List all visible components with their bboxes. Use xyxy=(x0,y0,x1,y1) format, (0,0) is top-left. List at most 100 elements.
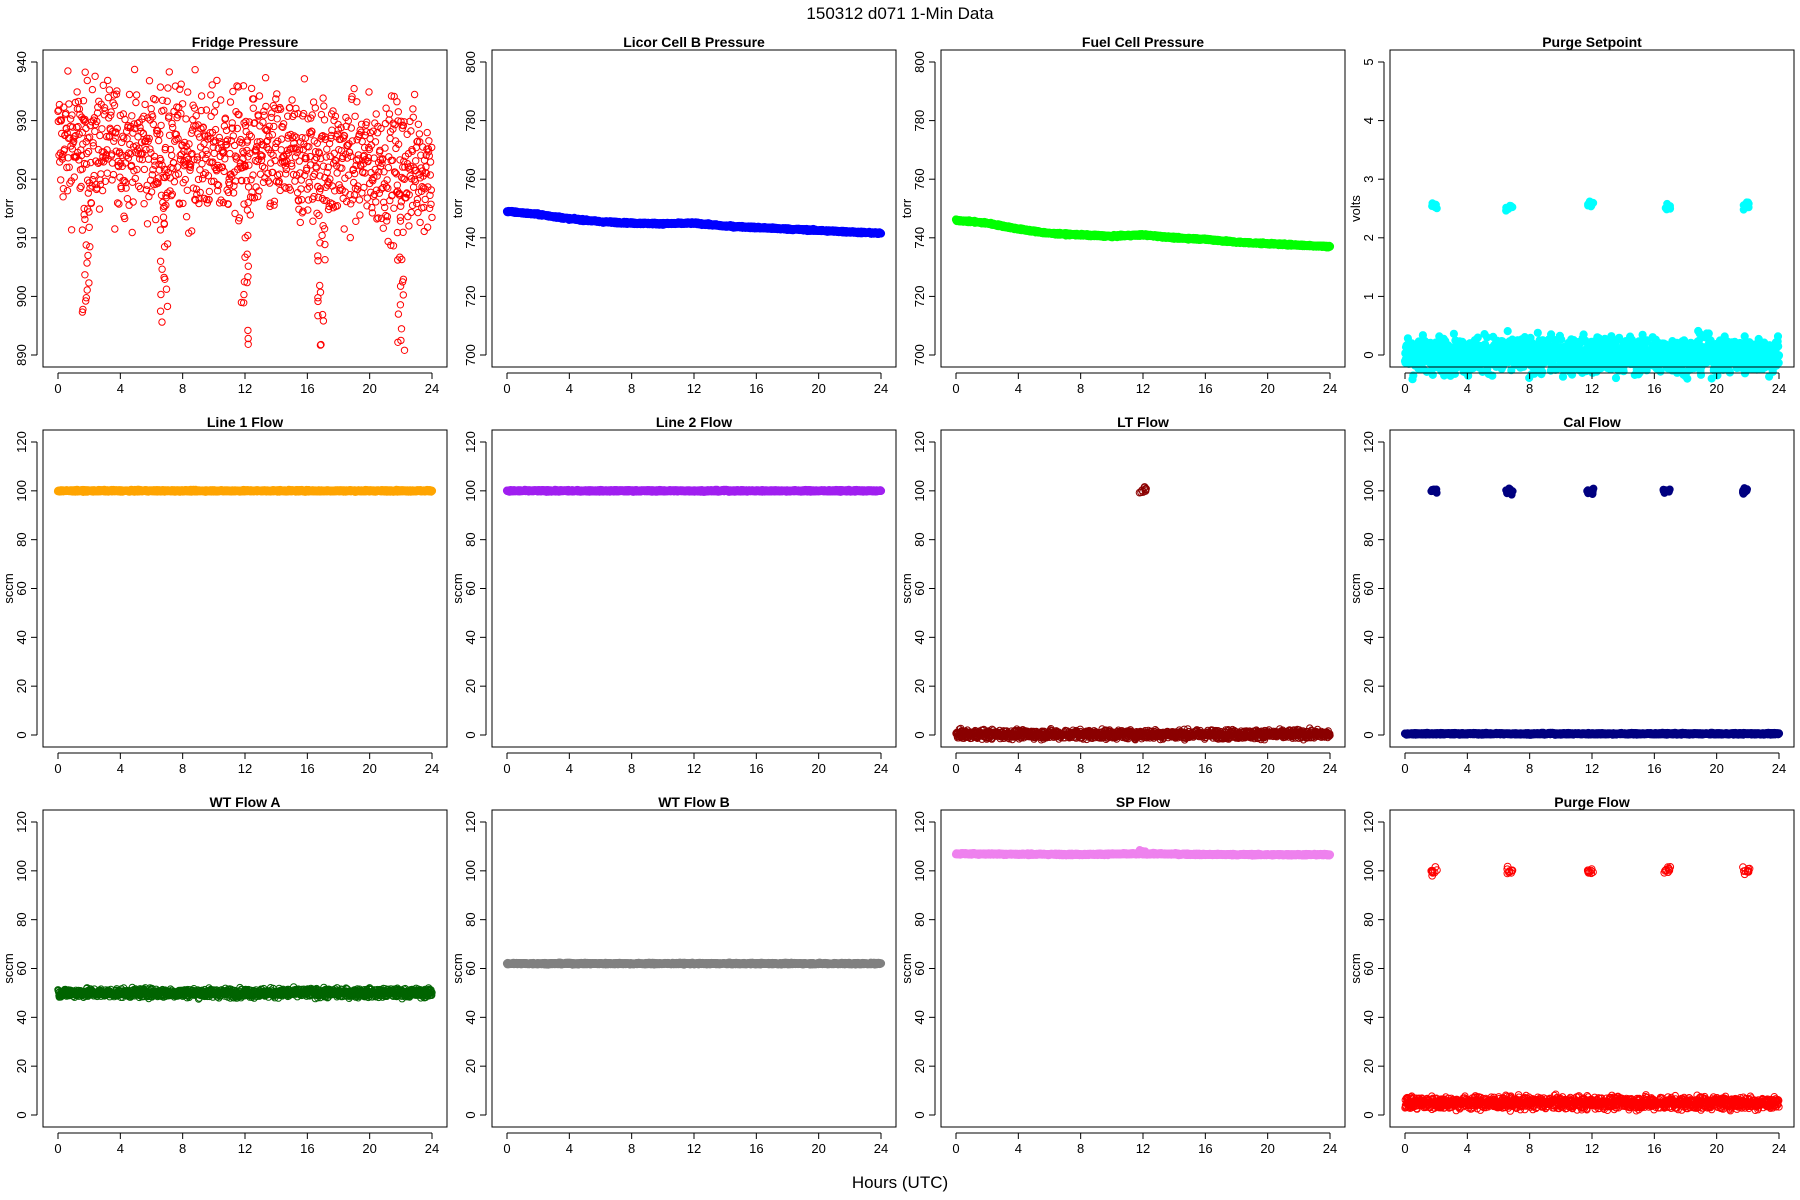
data-point xyxy=(253,157,261,166)
data-point xyxy=(305,178,313,187)
data-point xyxy=(1503,327,1512,336)
data-point xyxy=(262,102,270,111)
data-point xyxy=(111,134,119,142)
data-point xyxy=(226,98,235,106)
data-point xyxy=(231,209,239,218)
data-point xyxy=(86,243,94,251)
data-point xyxy=(223,140,231,149)
data-point xyxy=(84,147,93,156)
data-point xyxy=(131,174,140,183)
data-point xyxy=(319,317,328,325)
data-point xyxy=(177,109,185,118)
data-point xyxy=(238,139,246,147)
x-tick-label: 12 xyxy=(687,381,701,396)
data-point xyxy=(101,177,110,186)
data-point xyxy=(426,171,434,179)
x-tick-label: 0 xyxy=(952,381,959,396)
y-tick-label: 720 xyxy=(463,286,478,308)
data-point xyxy=(315,148,323,156)
data-point xyxy=(217,96,225,104)
data-point xyxy=(394,338,402,346)
data-point xyxy=(377,124,385,133)
data-point xyxy=(323,145,331,153)
data-point xyxy=(250,95,258,103)
y-axis-label: torr xyxy=(899,198,914,218)
data-point xyxy=(245,118,254,126)
data-point xyxy=(240,278,249,286)
data-point xyxy=(85,279,93,287)
data-point xyxy=(122,184,130,192)
data-point xyxy=(162,201,170,210)
data-point xyxy=(423,223,432,231)
y-tick-label: 910 xyxy=(14,227,29,249)
data-point xyxy=(59,150,67,159)
data-point xyxy=(309,217,317,225)
data-point xyxy=(74,122,82,131)
data-point xyxy=(191,66,199,74)
data-point xyxy=(74,97,83,106)
data-point xyxy=(163,97,171,105)
x-tick-label: 4 xyxy=(1015,381,1022,396)
data-point xyxy=(91,72,99,81)
data-point xyxy=(288,96,296,104)
data-point xyxy=(331,187,339,195)
x-tick-label: 8 xyxy=(628,381,635,396)
data-point xyxy=(119,132,127,141)
data-point xyxy=(244,273,252,281)
data-point xyxy=(157,156,165,165)
data-point xyxy=(207,91,215,99)
data-point xyxy=(156,226,165,234)
data-point xyxy=(368,175,376,184)
data-point xyxy=(239,82,248,90)
data-point xyxy=(112,128,120,136)
data-point xyxy=(83,259,91,267)
data-point xyxy=(293,189,302,197)
data-point xyxy=(196,188,204,197)
data-point xyxy=(82,297,90,305)
data-point xyxy=(322,153,330,161)
y-tick-label: 940 xyxy=(14,51,29,73)
data-point xyxy=(65,163,73,171)
data-point xyxy=(396,301,405,309)
data-point xyxy=(397,198,406,206)
data-point xyxy=(189,116,197,124)
data-point xyxy=(428,213,436,222)
data-point xyxy=(118,151,126,160)
data-point xyxy=(120,177,129,185)
data-point xyxy=(68,145,77,153)
x-axis: 0 4 8 12 16 20 24 xyxy=(503,372,888,396)
data-point xyxy=(398,255,406,264)
data-point xyxy=(54,107,62,116)
data-point xyxy=(296,169,304,177)
data-point xyxy=(163,302,172,311)
data-point xyxy=(344,117,352,125)
data-point xyxy=(68,111,76,119)
y-tick-label: 760 xyxy=(463,168,478,190)
data-point xyxy=(188,227,196,235)
data-point xyxy=(142,186,151,194)
data-point xyxy=(314,312,322,320)
data-point xyxy=(374,214,382,222)
data-point xyxy=(98,125,106,133)
data-point xyxy=(325,139,334,148)
data-point xyxy=(244,326,252,335)
data-point xyxy=(424,145,432,153)
data-point xyxy=(266,179,274,187)
data-point xyxy=(132,98,140,107)
data-point xyxy=(182,213,191,221)
data-point xyxy=(321,135,330,144)
data-point xyxy=(288,162,296,170)
data-point xyxy=(258,152,266,160)
data-point xyxy=(158,265,166,273)
data-point xyxy=(221,155,229,163)
data-point xyxy=(113,124,121,133)
data-point xyxy=(350,178,358,187)
data-point xyxy=(207,177,216,186)
data-point xyxy=(348,93,356,101)
data-point xyxy=(416,218,424,227)
data-point xyxy=(324,163,332,171)
data-point xyxy=(371,165,379,174)
data-point xyxy=(225,181,234,189)
data-point xyxy=(107,111,115,120)
